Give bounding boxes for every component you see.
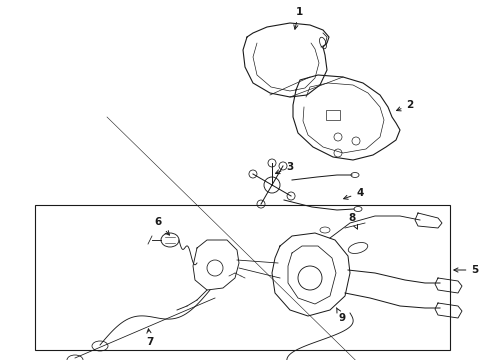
Text: 7: 7 [147, 329, 154, 347]
Text: 8: 8 [348, 213, 358, 229]
Text: 9: 9 [337, 308, 345, 323]
Bar [35, 205, 450, 350]
Text: 6: 6 [154, 217, 170, 235]
Text: 2: 2 [396, 100, 414, 111]
Text: 4: 4 [343, 188, 364, 199]
Text: 5: 5 [454, 265, 479, 275]
Text: 3: 3 [275, 162, 294, 174]
Bar [326, 110, 340, 120]
Text: 1: 1 [294, 7, 303, 29]
